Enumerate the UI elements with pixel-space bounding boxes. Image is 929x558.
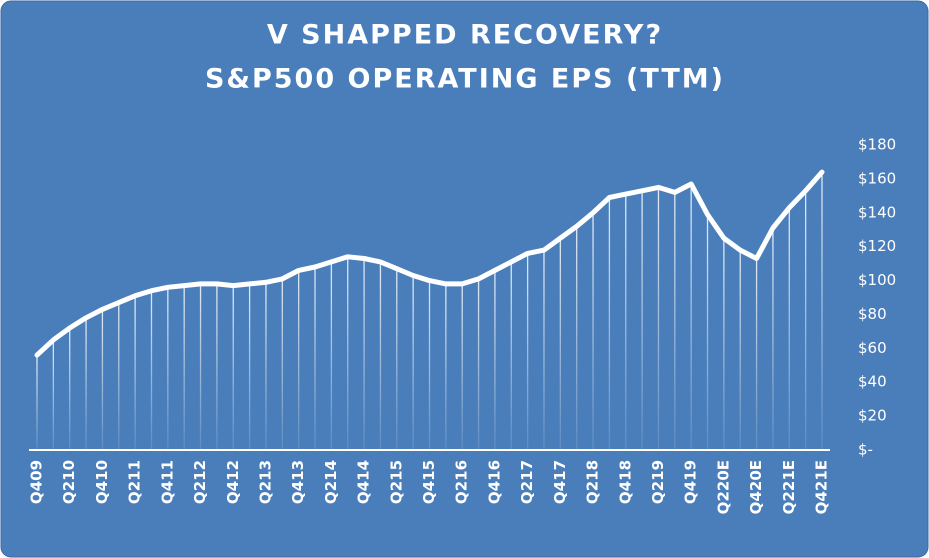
x-tick-label: Q218 (584, 460, 602, 504)
x-tick-label: Q220E (714, 460, 732, 514)
x-tick-label: Q419 (682, 460, 700, 504)
x-tick-label: Q421E (813, 460, 831, 514)
x-tick-label: Q210 (60, 460, 78, 504)
y-tick-label: $120 (858, 237, 896, 255)
chart-subtitle: S&P500 OPERATING EPS (TTM) (205, 64, 725, 95)
x-tick-label: Q216 (453, 460, 471, 504)
y-tick-label: $140 (858, 203, 896, 221)
x-tick-label: Q221E (780, 460, 798, 514)
x-tick-label: Q211 (126, 460, 144, 504)
line (34, 169, 825, 358)
y-tick-label: $- (858, 441, 873, 459)
x-tick-label: Q412 (224, 460, 242, 504)
x-tick-label: Q213 (256, 460, 274, 504)
x-tick-label: Q215 (387, 460, 405, 504)
x-tick-label: Q417 (551, 460, 569, 504)
y-tick-label: $160 (858, 169, 896, 187)
x-tick-label: Q410 (93, 460, 111, 504)
x-tick-label: Q414 (355, 460, 373, 504)
x-tick-label: Q409 (28, 460, 46, 504)
x-tick-label: Q415 (420, 460, 438, 504)
x-tick-label: Q416 (485, 460, 503, 504)
y-tick-label: $20 (858, 407, 887, 425)
x-tick-label: Q214 (322, 460, 340, 504)
y-tick-label: $40 (858, 373, 887, 391)
x-tick-label: Q219 (649, 460, 667, 504)
y-tick-label: $180 (858, 136, 896, 154)
chart-title: V SHAPPED RECOVERY? (267, 20, 663, 51)
x-tick-label: Q212 (191, 460, 209, 504)
y-tick-label: $100 (858, 271, 896, 289)
x-tick-label: Q217 (518, 460, 536, 504)
x-tick-label: Q420E (747, 460, 765, 514)
x-tick-label: Q411 (158, 460, 176, 504)
y-tick-label: $60 (858, 339, 887, 357)
x-tick-label: Q413 (289, 460, 307, 504)
y-tick-label: $80 (858, 305, 887, 323)
x-tick-label: Q418 (616, 460, 634, 504)
